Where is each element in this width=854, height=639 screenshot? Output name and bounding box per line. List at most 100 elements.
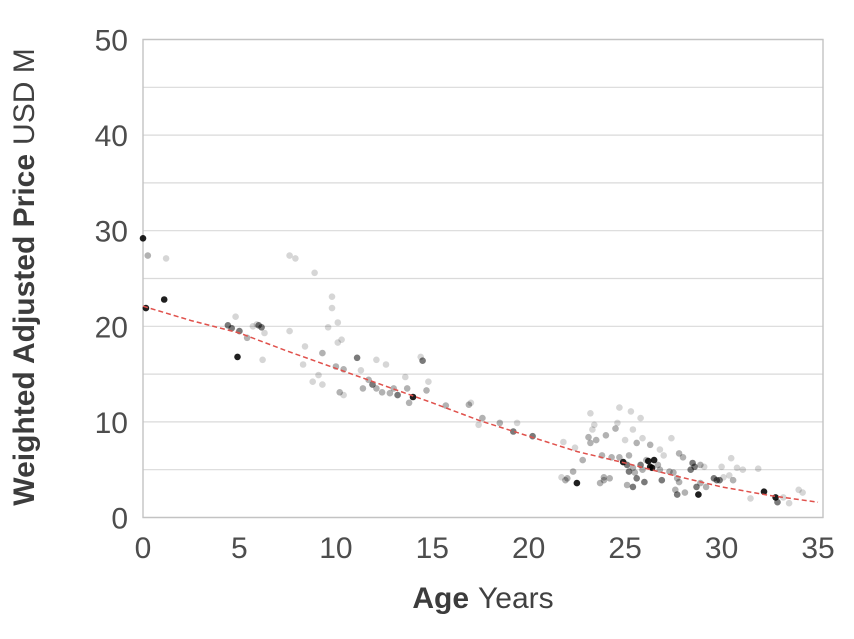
- data-point: [679, 454, 687, 461]
- data-point: [162, 255, 170, 262]
- trend-line: [142, 305, 819, 503]
- data-point: [382, 361, 390, 368]
- y-tick-label: 50: [95, 25, 128, 58]
- x-tick-label: 35: [801, 532, 834, 565]
- data-point: [697, 461, 704, 469]
- data-point: [612, 425, 619, 432]
- data-point: [311, 269, 318, 277]
- x-axis-tick-labels: 0 5 10 15 20 25 30 35: [135, 532, 835, 565]
- data-point: [795, 486, 802, 494]
- data-point: [639, 466, 646, 474]
- data-point: [658, 476, 666, 484]
- x-tick-label: 5: [231, 532, 248, 565]
- x-axis-title-regular: Years: [478, 582, 554, 615]
- data-point: [623, 481, 631, 489]
- data-point: [760, 488, 768, 496]
- data-point: [587, 410, 594, 417]
- data-point: [648, 464, 656, 472]
- data-point: [702, 483, 710, 491]
- data-point: [386, 389, 394, 397]
- data-point: [369, 381, 376, 388]
- data-point: [656, 466, 664, 474]
- data-point: [656, 446, 664, 453]
- data-point: [249, 323, 257, 330]
- data-point: [645, 457, 652, 465]
- data-point: [616, 404, 623, 411]
- data-point: [785, 499, 793, 507]
- x-tick-label: 25: [608, 532, 641, 565]
- data-point: [261, 329, 268, 337]
- data-point: [529, 432, 536, 440]
- data-point: [602, 432, 610, 439]
- data-point: [403, 385, 411, 392]
- data-point: [639, 434, 646, 442]
- data-point: [467, 399, 475, 407]
- data-point: [633, 475, 640, 482]
- data-point: [681, 489, 689, 496]
- data-point: [716, 476, 723, 484]
- data-point: [562, 476, 569, 484]
- data-point: [592, 436, 600, 444]
- data-point: [301, 343, 309, 350]
- data-point: [629, 426, 637, 433]
- data-point: [419, 357, 426, 365]
- y-tick-label: 0: [111, 503, 128, 536]
- y-axis-title: Weighted Adjusted Price USD M: [8, 48, 41, 505]
- scatter-points: [139, 235, 806, 507]
- data-point: [571, 444, 579, 452]
- data-point: [560, 438, 567, 446]
- data-point: [258, 324, 265, 331]
- data-point: [496, 419, 504, 427]
- data-point: [359, 385, 367, 392]
- data-point: [353, 354, 361, 362]
- y-tick-label: 10: [95, 407, 128, 440]
- data-point: [600, 476, 608, 484]
- data-point: [631, 469, 639, 476]
- data-point: [232, 313, 239, 321]
- data-point: [425, 378, 432, 386]
- y-tick-label: 40: [95, 120, 128, 153]
- data-point: [405, 399, 413, 407]
- data-point: [513, 419, 521, 427]
- data-point: [144, 252, 152, 259]
- data-point: [621, 436, 629, 444]
- data-point: [579, 456, 586, 464]
- data-point: [319, 381, 326, 388]
- data-point: [442, 402, 450, 409]
- data-point: [394, 391, 401, 399]
- data-point: [627, 408, 635, 415]
- data-point: [675, 478, 683, 486]
- data-point: [799, 489, 806, 496]
- data-point: [299, 361, 307, 368]
- data-point: [475, 421, 482, 429]
- data-point: [650, 456, 658, 464]
- plot-border: [142, 38, 824, 519]
- data-point: [720, 474, 727, 481]
- data-point: [629, 464, 637, 472]
- data-point: [479, 414, 486, 422]
- data-point: [334, 339, 342, 346]
- data-point: [569, 468, 577, 475]
- data-point: [324, 324, 332, 331]
- data-point: [378, 389, 386, 396]
- data-point: [573, 479, 581, 487]
- data-point: [309, 378, 317, 386]
- data-point: [510, 428, 517, 435]
- data-point: [340, 391, 347, 399]
- data-point: [334, 319, 342, 326]
- data-point: [373, 385, 380, 392]
- y-tick-label: 30: [95, 216, 128, 249]
- data-point: [319, 349, 326, 357]
- y-axis-title-bold: Weighted Adjusted Price: [8, 154, 41, 506]
- data-point: [727, 454, 735, 462]
- data-point: [729, 476, 737, 484]
- data-point: [373, 356, 380, 364]
- x-tick-label: 0: [135, 532, 152, 565]
- data-point: [292, 255, 299, 262]
- data-point: [465, 401, 473, 409]
- data-point: [234, 353, 241, 361]
- data-point: [718, 463, 725, 471]
- data-point: [733, 464, 741, 472]
- data-point: [357, 367, 365, 374]
